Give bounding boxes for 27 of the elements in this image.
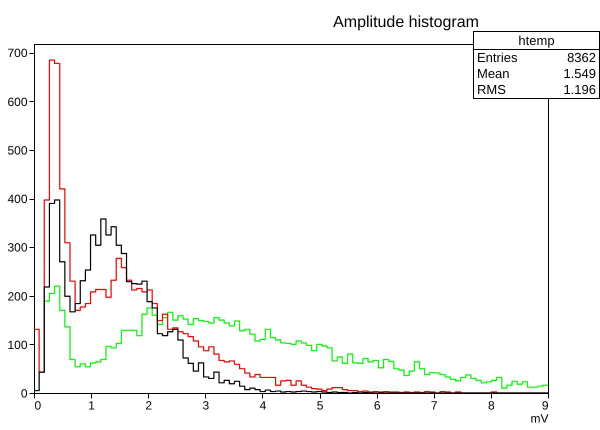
annotation: RMS (477, 82, 506, 98)
x-tick-label: 1 (88, 398, 96, 412)
annotation: Entries (477, 50, 518, 66)
annotation: htemp (474, 32, 599, 50)
y-tick-label: 700 (7, 46, 28, 60)
x-axis-title: mV (530, 412, 548, 426)
y-tick-label: 100 (7, 338, 28, 352)
y-tick-label: 600 (7, 94, 28, 109)
x-tick-label: 7 (430, 398, 438, 412)
x-tick-label: 6 (374, 398, 381, 412)
x-tick-label: 5 (316, 398, 324, 412)
chart-title: Amplitude histogram (333, 14, 479, 31)
x-tick-label: 2 (145, 398, 152, 412)
y-tick-label: 300 (7, 240, 28, 255)
text: 1.549 (563, 66, 596, 82)
y-tick-label: 0 (20, 386, 28, 400)
x-tick-label: 3 (202, 398, 210, 412)
y-tick-label: 400 (7, 192, 28, 206)
annotation: Mean (477, 66, 510, 82)
x-tick-label: 0 (34, 398, 42, 412)
x-tick-label: 4 (260, 398, 267, 412)
text: 8362 (567, 50, 596, 66)
x-tick-label: 8 (488, 398, 496, 412)
y-tick-label: 500 (7, 143, 28, 158)
y-tick-label: 200 (7, 289, 28, 304)
text: 1.196 (563, 82, 596, 98)
x-tick-label: 9 (542, 398, 549, 412)
